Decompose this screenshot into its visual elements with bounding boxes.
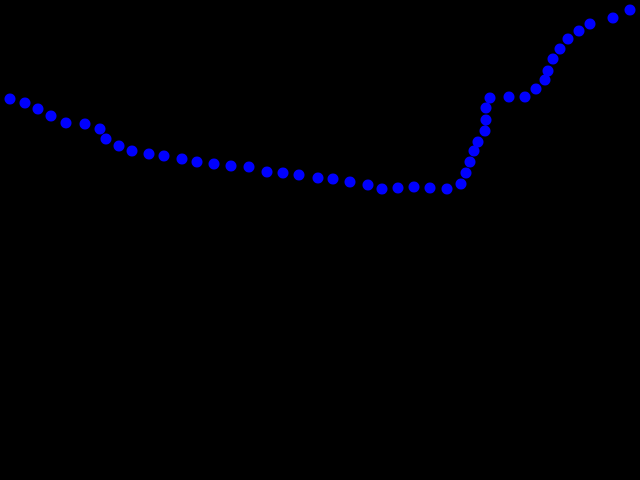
trail-dot	[94, 123, 106, 135]
trail-dot	[480, 102, 492, 114]
trail-dot	[530, 83, 542, 95]
trail-dot	[408, 181, 420, 193]
trail-dot	[261, 166, 273, 178]
trail-dot	[584, 18, 596, 30]
trail-dot	[100, 133, 112, 145]
trail-dot	[484, 92, 496, 104]
trail-dot	[424, 182, 436, 194]
trail-dot	[562, 33, 574, 45]
trail-dot	[441, 183, 453, 195]
trail-dot	[468, 145, 480, 157]
trail-dot	[539, 74, 551, 86]
trail-dot	[460, 167, 472, 179]
trail-dot	[472, 136, 484, 148]
trail-dot	[4, 93, 16, 105]
trail-dot	[464, 156, 476, 168]
trail-dot	[277, 167, 289, 179]
trail-dot	[362, 179, 374, 191]
trail-dot	[243, 161, 255, 173]
trail-dot	[376, 183, 388, 195]
trail-dot	[519, 91, 531, 103]
trail-dot	[191, 156, 203, 168]
trail-dot	[293, 169, 305, 181]
trail-dot	[344, 176, 356, 188]
trail-dot	[624, 4, 636, 16]
trail-dot	[554, 43, 566, 55]
trail-dot	[143, 148, 155, 160]
trail-dot	[479, 125, 491, 137]
trail-dot	[60, 117, 72, 129]
trail-dot	[573, 25, 585, 37]
trail-dot	[503, 91, 515, 103]
trail-dot	[19, 97, 31, 109]
trail-dot	[392, 182, 404, 194]
trail-dot	[607, 12, 619, 24]
trail-dot	[113, 140, 125, 152]
trail-dot	[312, 172, 324, 184]
trail-dot	[79, 118, 91, 130]
trail-dot	[32, 103, 44, 115]
trail-dot	[480, 114, 492, 126]
trail-dot	[542, 65, 554, 77]
trail-dot	[158, 150, 170, 162]
trail-dot	[327, 173, 339, 185]
trail-dot	[126, 145, 138, 157]
trail-dot	[225, 160, 237, 172]
trail-dot	[45, 110, 57, 122]
trail-dot	[208, 158, 220, 170]
trail-dot	[547, 53, 559, 65]
trail-dot	[455, 178, 467, 190]
trail-dot	[176, 153, 188, 165]
